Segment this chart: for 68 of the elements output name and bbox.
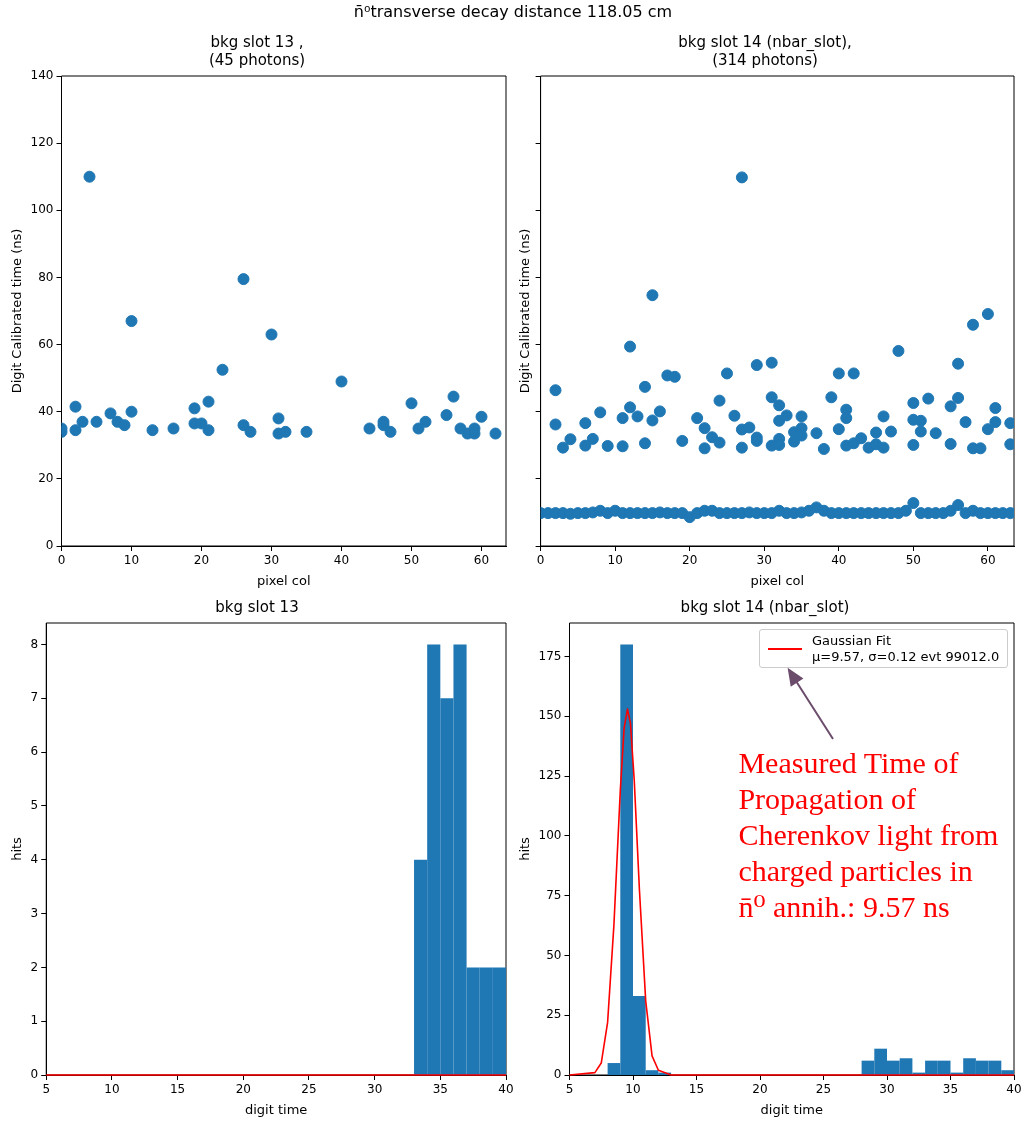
x-tick-label: 25 — [301, 1082, 317, 1097]
x-tick-label: 20 — [235, 1082, 251, 1097]
x-tick-label: 5 — [565, 1082, 574, 1097]
y-tick-label: 80 — [38, 269, 54, 284]
y-tick-label: 2 — [30, 959, 39, 974]
y-tick-label: 4 — [30, 851, 39, 866]
y-tick-label: 6 — [30, 744, 39, 759]
y-tick-label: 0 — [45, 538, 54, 553]
chart-title: bkg slot 14 (nbar_slot) — [680, 597, 850, 617]
y-axis-title: Digit Calibrated time (ns) — [517, 228, 533, 394]
x-tick-label: 15 — [169, 1082, 186, 1097]
y-axis-title: hits — [9, 836, 25, 861]
x-tick-label: 15 — [688, 1082, 705, 1097]
y-tick-label: 3 — [30, 905, 39, 920]
x-tick-label: 30 — [756, 553, 772, 568]
x-tick-label: 50 — [403, 553, 420, 568]
y-tick-label: 60 — [38, 336, 54, 351]
x-tick-label: 0 — [57, 553, 66, 568]
y-tick-label: 25 — [546, 1007, 562, 1022]
x-tick-label: 30 — [879, 1082, 895, 1097]
y-tick-label: 75 — [546, 887, 562, 902]
y-tick-label: 5 — [30, 798, 39, 813]
y-tick-label: 8 — [30, 636, 39, 651]
y-tick-label: 40 — [38, 403, 54, 418]
x-tick-label: 35 — [432, 1082, 448, 1097]
x-tick-label: 30 — [263, 553, 280, 568]
x-axis-title: digit time — [760, 1101, 823, 1117]
y-tick-label: 140 — [30, 68, 54, 83]
y-tick-label: 20 — [38, 470, 54, 485]
chart-title: bkg slot 13 — [215, 597, 299, 616]
x-tick-label: 30 — [367, 1082, 383, 1097]
y-tick-label: 125 — [538, 768, 562, 783]
x-tick-label: 50 — [905, 553, 921, 568]
y-tick-label: 175 — [538, 648, 562, 663]
y-tick-label: 50 — [546, 947, 562, 962]
x-axis-title: digit time — [244, 1101, 308, 1117]
x-tick-label: 10 — [625, 1082, 641, 1097]
x-tick-label: 25 — [815, 1082, 832, 1097]
x-tick-label: 40 — [1006, 1082, 1022, 1097]
y-tick-label: 0 — [553, 1067, 562, 1082]
y-tick-label: 1 — [30, 1013, 39, 1028]
x-axis-title: pixel col — [750, 572, 805, 588]
annotation: Measured Time of Propagation of Cherenkov light from charged particles in n̄⁰ annih.: 9.57 ns — [738, 745, 1000, 926]
y-axis-title: hits — [517, 836, 533, 861]
y-axis-title: Digit Calibrated time (ns) — [9, 228, 25, 394]
x-tick-label: 20 — [752, 1082, 768, 1097]
text: n̄⁰transverse decay distance 118.05 cm — [352, 2, 674, 21]
x-tick-label: 20 — [682, 553, 698, 568]
x-tick-label: 40 — [498, 1082, 514, 1097]
y-tick-label: 120 — [30, 135, 54, 150]
y-tick-label: 100 — [538, 827, 562, 842]
legend-label: Gaussian Fit μ=9.57, σ=0.12 evt 99012.0 — [812, 633, 1000, 665]
y-tick-label: 150 — [538, 708, 562, 723]
y-tick-label: 0 — [30, 1067, 39, 1082]
x-tick-label: 60 — [473, 553, 490, 568]
x-tick-label: 40 — [831, 553, 847, 568]
x-tick-label: 10 — [104, 1082, 120, 1097]
x-tick-label: 20 — [193, 553, 210, 568]
x-tick-label: 40 — [333, 553, 350, 568]
y-tick-label: 7 — [30, 690, 39, 705]
chart-title: bkg slot 14 (nbar_slot), (314 photons) — [678, 32, 852, 69]
x-tick-label: 35 — [942, 1082, 959, 1097]
x-tick-label: 10 — [123, 553, 140, 568]
x-tick-label: 60 — [980, 553, 996, 568]
y-tick-label: 100 — [30, 202, 54, 217]
x-axis-title: pixel col — [256, 572, 311, 588]
x-tick-label: 10 — [607, 553, 623, 568]
chart-title: bkg slot 13 , (45 photons) — [208, 32, 306, 69]
